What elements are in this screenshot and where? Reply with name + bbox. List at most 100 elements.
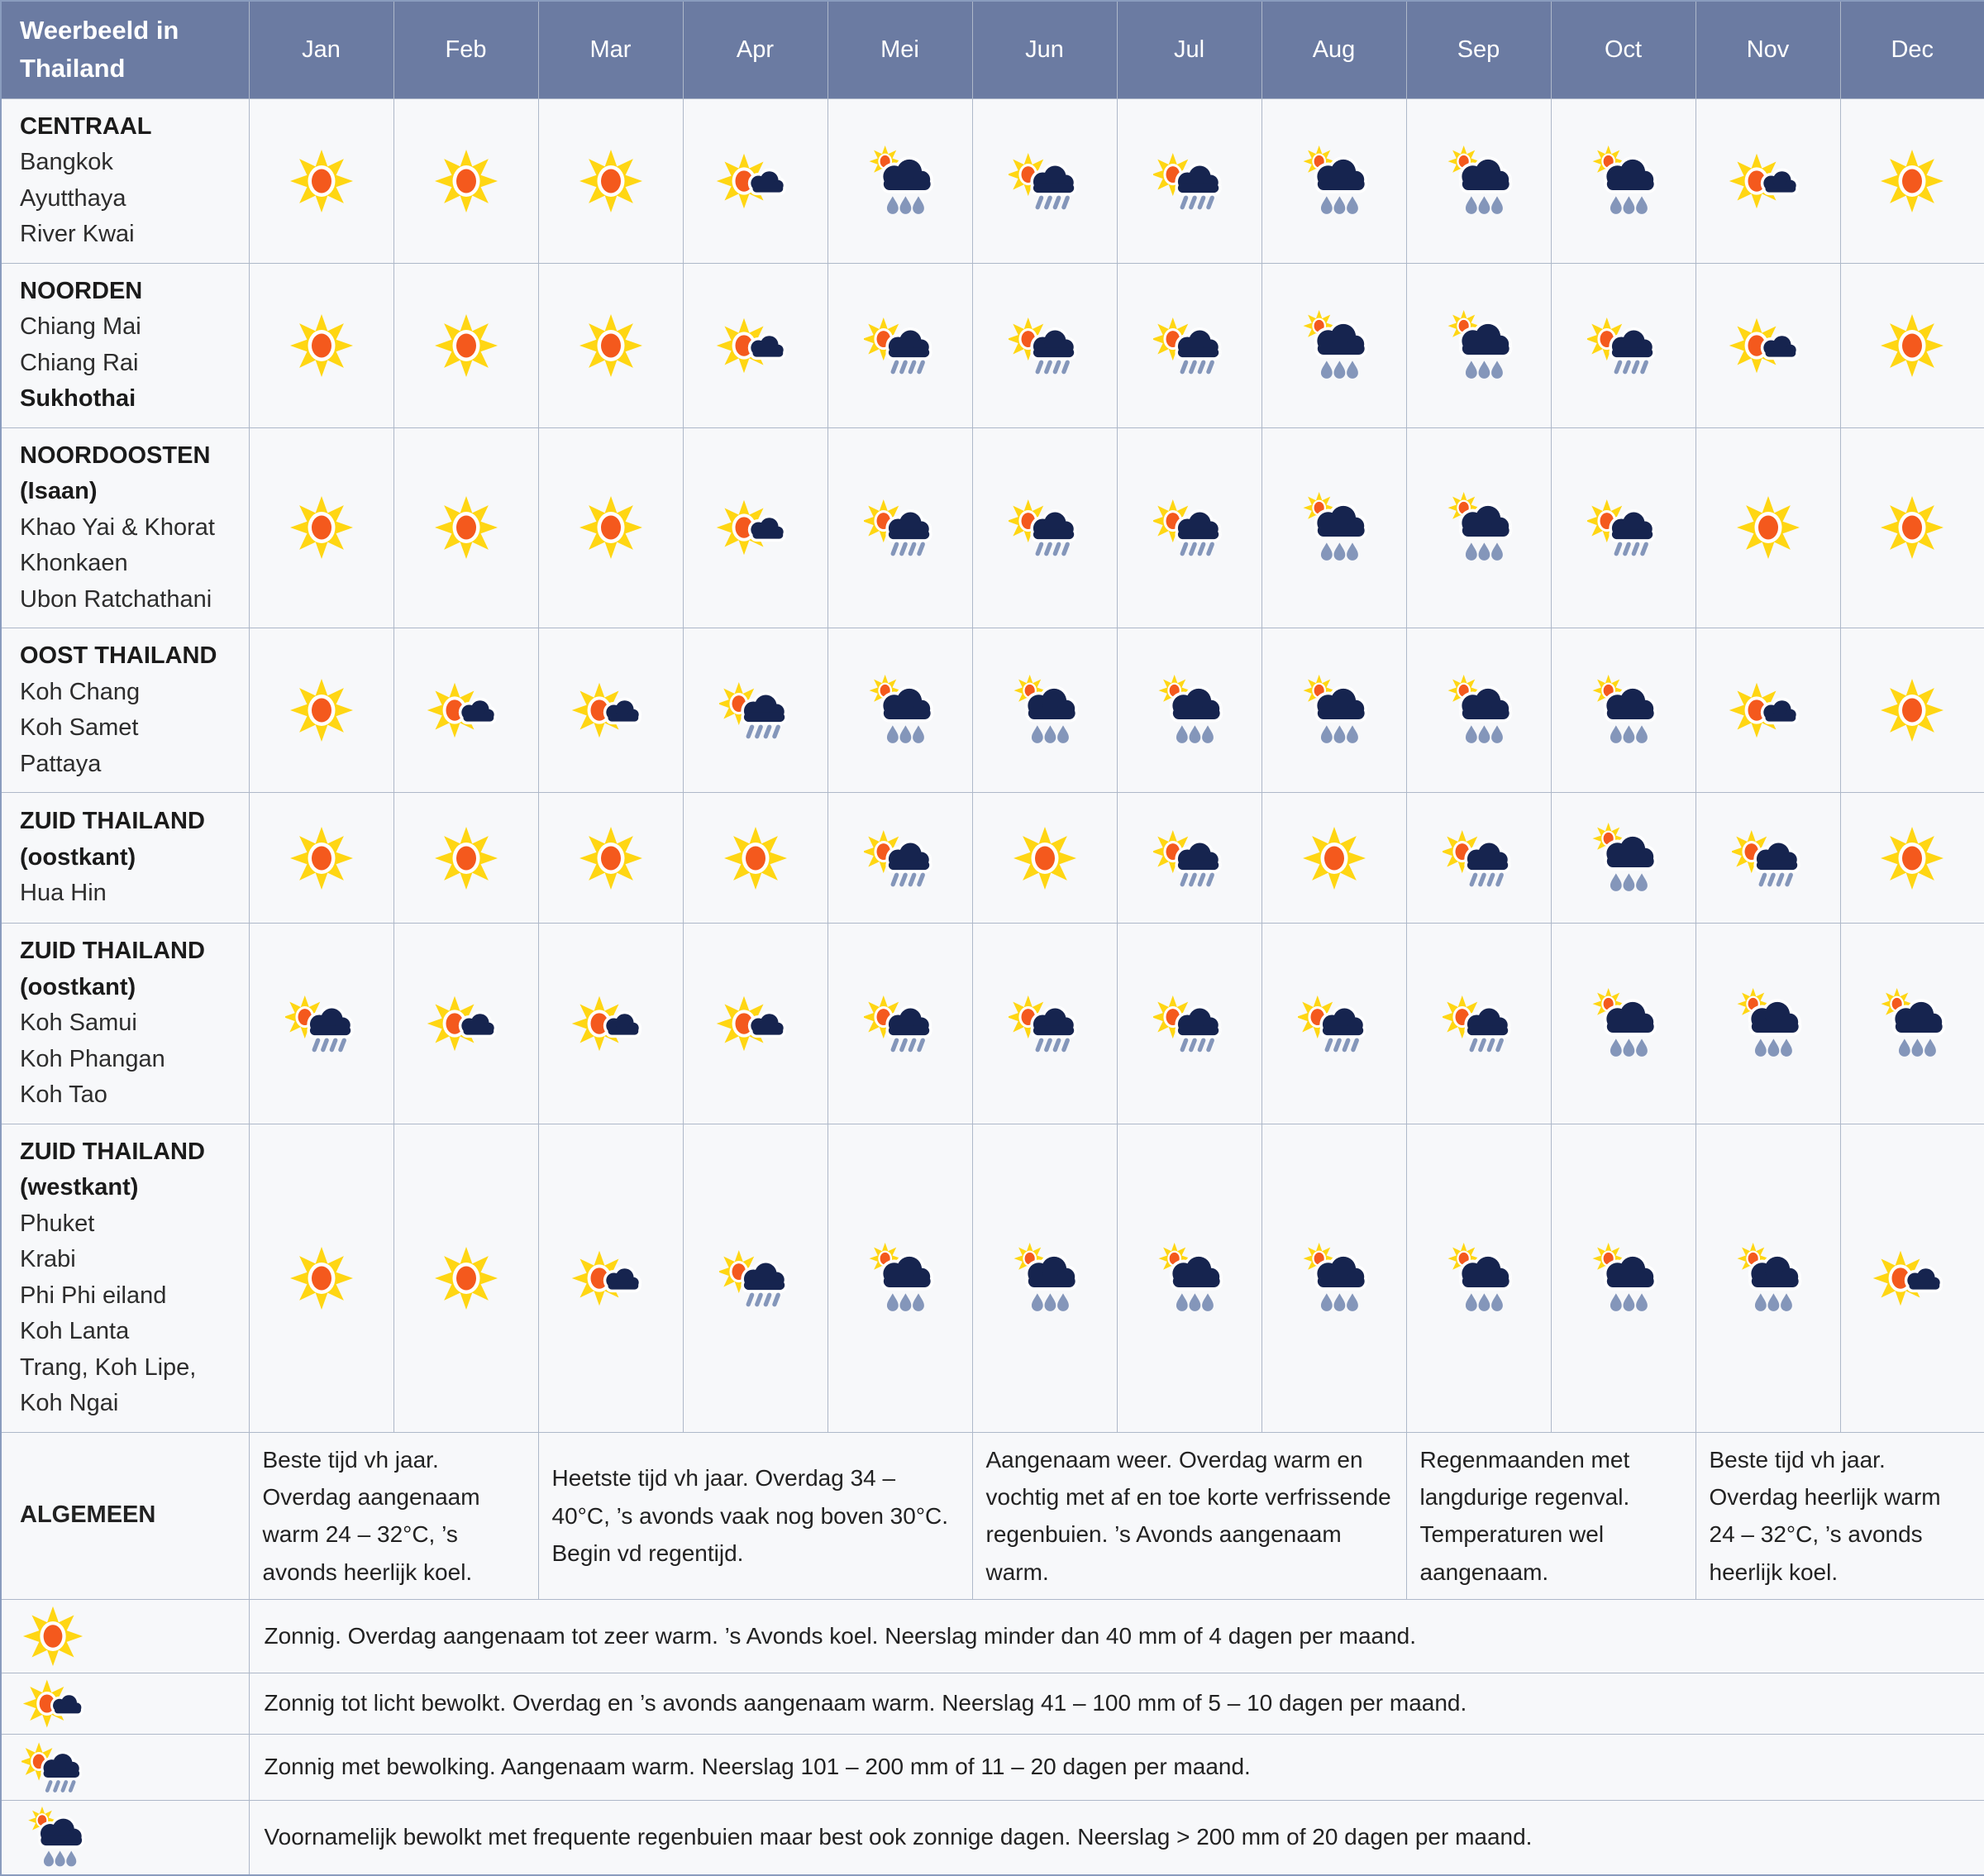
sun-cloud-drizzle-icon [1442, 829, 1515, 886]
sun-cloud-drizzle-icon [863, 995, 937, 1053]
cloud-rain-sun-icon [1440, 1242, 1518, 1311]
weather-cell-mar [537, 262, 684, 428]
weather-cell-sep [1405, 923, 1552, 1124]
weather-cell-jul [1116, 628, 1262, 793]
legend-icon-cell [0, 1672, 250, 1735]
sun-icon [1735, 496, 1801, 560]
weather-cell-dec [1839, 923, 1984, 1124]
weather-cell-nov [1695, 923, 1841, 1124]
legend-text: Zonnig met bewolking. Aangenaam warm. Ne… [248, 1733, 1984, 1801]
legend-text: Zonnig. Overdag aangenaam tot zeer warm.… [248, 1598, 1984, 1673]
weather-cell-apr [682, 923, 828, 1124]
weather-cell-sep [1405, 98, 1552, 264]
cloud-rain-sun-icon [861, 145, 939, 214]
weather-cell-jan [248, 1123, 394, 1433]
region-place: Koh Samet [20, 714, 139, 741]
sun-icon [433, 826, 499, 890]
sun-icon [1879, 496, 1945, 560]
legend-text: Zonnig tot licht bewolkt. Overdag en ’s … [248, 1672, 1984, 1735]
legend-icon-cell [0, 1733, 250, 1801]
region-place: Pattaya [20, 750, 102, 777]
sun-icon [723, 826, 789, 890]
region-label: NOORDOOSTEN (Isaan) Khao Yai & Khorat Khonk… [0, 427, 250, 628]
cloud-rain-sun-icon [1729, 1242, 1807, 1311]
sun-cloud-drizzle-icon [1297, 995, 1371, 1053]
weather-cell-sep [1405, 792, 1552, 924]
weather-cell-feb [393, 262, 539, 428]
region-label: ZUID THAILAND (oostkant) Koh Samui Koh Phan… [0, 923, 250, 1124]
cloud-rain-sun-icon [861, 675, 939, 743]
month-header-mei: Mei [827, 0, 973, 99]
weather-cell-aug [1261, 792, 1407, 924]
weather-cell-jun [971, 1123, 1118, 1433]
sun-cloud-icon [570, 1250, 651, 1306]
region-place: Bangkok [20, 149, 113, 175]
weather-cell-nov [1695, 262, 1841, 428]
region-place: Chiang Rai [20, 349, 139, 376]
weather-table-body: CENTRAAL Bangkok Ayutthaya River Kwai NOORDE… [0, 98, 1984, 1876]
weather-cell-dec [1839, 98, 1984, 264]
sun-cloud-drizzle-icon [718, 681, 792, 739]
region-place: Trang, Koh Lipe, [20, 1353, 197, 1381]
legend-icon-cell [0, 1799, 250, 1876]
region-place: Khao Yai & Khorat [20, 513, 215, 541]
weather-cell-mar [537, 923, 684, 1124]
weather-cell-jun [971, 792, 1118, 924]
sun-icon [21, 1606, 84, 1667]
weather-cell-oct [1550, 427, 1696, 628]
legend-row-2: Zonnig tot licht bewolkt. Overdag en ’s … [0, 1672, 1984, 1735]
month-header-jan: Jan [248, 0, 394, 99]
month-header-row: Weerbeeld in Thailand Jan Feb Mar Apr Mei Jun… [0, 0, 1984, 99]
cloud-rain-sun-icon [1295, 309, 1373, 379]
sun-cloud-drizzle-icon [863, 499, 937, 556]
cloud-rain-sun-icon [1151, 675, 1228, 743]
region-name-line: (westkant) [20, 1174, 139, 1201]
weather-cell-apr [682, 792, 828, 924]
month-header-nov: Nov [1695, 0, 1841, 99]
sun-cloud-drizzle-icon [1152, 829, 1226, 886]
sun-icon [433, 1246, 499, 1310]
sun-cloud-drizzle-icon [1442, 995, 1515, 1053]
sun-cloud-icon [1728, 682, 1809, 738]
cloud-rain-sun-icon [1585, 987, 1662, 1057]
sun-cloud-icon [1728, 153, 1809, 208]
weather-cell-jan [248, 98, 394, 264]
region-row-7: ZUID THAILAND (westkant) Phuket Krabi Phi Ph… [0, 1123, 1984, 1433]
region-name-line: ZUID THAILAND [20, 1138, 205, 1165]
sun-cloud-drizzle-icon [1152, 152, 1226, 209]
weather-cell-jan [248, 427, 394, 628]
sun-icon [1879, 679, 1945, 742]
cloud-rain-sun-icon [1585, 145, 1662, 214]
algemeen-block-1: Beste tijd vh jaar. Overdag aangenaam wa… [248, 1431, 539, 1600]
weather-cell-mei [827, 628, 973, 793]
weather-cell-mar [537, 792, 684, 924]
algemeen-block-2: Heetste tijd vh jaar. Overdag 34 – 40°C,… [537, 1431, 973, 1600]
sun-cloud-drizzle-icon [1586, 499, 1660, 556]
weather-cell-mei [827, 792, 973, 924]
sun-icon [433, 149, 499, 212]
weather-cell-mar [537, 427, 684, 628]
sun-icon [289, 496, 355, 560]
sun-icon [578, 149, 644, 212]
weather-cell-oct [1550, 262, 1696, 428]
cloud-rain-sun-icon [1585, 675, 1662, 743]
sun-icon [1879, 149, 1945, 212]
region-name-line: CENTRAAL [20, 112, 152, 140]
sun-icon [1879, 826, 1945, 890]
sun-icon [1012, 826, 1078, 890]
weather-cell-dec [1839, 1123, 1984, 1433]
weather-cell-mar [537, 628, 684, 793]
cloud-rain-sun-icon [1295, 492, 1373, 561]
region-name-line: NOORDOOSTEN [20, 442, 211, 469]
region-row-6: ZUID THAILAND (oostkant) Koh Samui Koh Phan… [0, 923, 1984, 1124]
weather-cell-nov [1695, 792, 1841, 924]
legend-row-3: Zonnig met bewolking. Aangenaam warm. Ne… [0, 1733, 1984, 1801]
sun-cloud-drizzle-icon [21, 1742, 86, 1792]
month-header-dec: Dec [1839, 0, 1984, 99]
sun-icon [289, 313, 355, 377]
weather-cell-aug [1261, 1123, 1407, 1433]
weather-cell-apr [682, 98, 828, 264]
cloud-rain-sun-icon [1295, 1242, 1373, 1311]
weather-cell-jan [248, 262, 394, 428]
